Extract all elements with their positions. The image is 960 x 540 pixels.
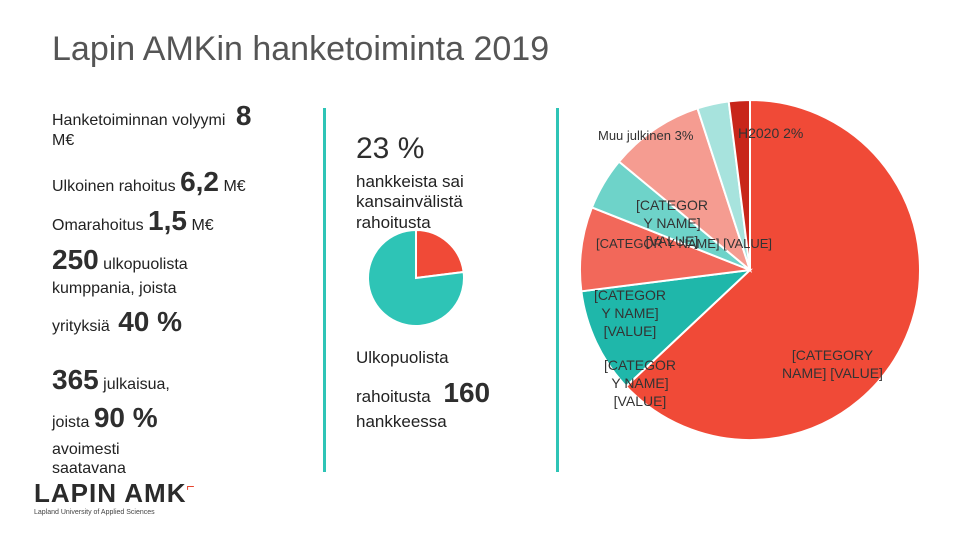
funding-count: 160 <box>443 377 491 408</box>
label-muu-julkinen: Muu julkinen 3% <box>598 128 694 143</box>
intl-pie-slice-0 <box>415 228 465 280</box>
own-funding-stat: Omarahoitus 1,5 M€ <box>52 205 214 237</box>
partners-label-1: ulkopuolista <box>103 256 188 273</box>
logo-name-2: AMK <box>124 478 187 508</box>
own-unit: M€ <box>191 217 214 234</box>
companies-label: yrityksiä <box>52 318 110 335</box>
own-value: 1,5 <box>148 205 187 236</box>
intl-pie-chart <box>367 228 465 327</box>
logo-subtitle: Lapland University of Applied Sciences <box>34 509 155 516</box>
funding-label-3: hankkeessa <box>356 412 447 431</box>
divider-right <box>556 108 559 472</box>
open-publications-stat: joista 90 % <box>52 402 158 434</box>
partners-label-2: kumppania, joista <box>52 280 177 297</box>
companies-stat: yrityksiä 40 % <box>52 306 182 338</box>
intl-pie-slice-1 <box>367 228 465 327</box>
funding-line: rahoitusta 160 <box>356 376 490 410</box>
external-unit: M€ <box>223 178 246 195</box>
partners-stat: 250 ulkopuolista <box>52 244 188 276</box>
publications-value: 365 <box>52 364 99 395</box>
volume-value: 8 <box>235 100 252 131</box>
funding-pie-slice-1 <box>580 268 753 388</box>
open-label: avoimesti saatavana <box>52 440 126 478</box>
funding-pie-slice-6 <box>727 98 751 271</box>
logo-wordmark: LAPIN AMK⌐ <box>34 478 196 509</box>
own-label: Omarahoitus <box>52 217 144 234</box>
funding-label-2: rahoitusta <box>356 387 431 406</box>
intl-percentage: 23 % <box>356 132 425 165</box>
funding-pie-chart <box>579 98 921 441</box>
logo: LAPIN AMK⌐ Lapland University of Applied… <box>34 478 196 516</box>
publications-label: julkaisua, <box>103 376 170 393</box>
partners-value: 250 <box>52 244 99 275</box>
companies-value: 40 % <box>118 306 183 337</box>
label-h2020: H2020 2% <box>738 125 804 141</box>
funding-pie-slice-4 <box>617 107 753 273</box>
external-value: 6,2 <box>180 166 220 197</box>
open-label-2: saatavana <box>52 460 126 478</box>
open-label-1: avoimesti <box>52 441 120 458</box>
label-slice-2: [CATEGOR Y NAME] [VALUE] <box>593 287 667 340</box>
external-label: Ulkoinen rahoitus <box>52 178 176 195</box>
intl-text: hankkeista sai kansainvälistä rahoitusta <box>356 172 464 232</box>
open-prefix: joista <box>52 414 90 431</box>
label-slice-0: [CATEGORY NAME] [VALUE] <box>782 347 883 382</box>
publications-stat: 365 julkaisua, <box>52 364 170 396</box>
volume-unit: M€ <box>52 132 75 150</box>
label-slice-1: [CATEGOR Y NAME] [VALUE] <box>603 357 677 410</box>
label-slice-3: [CATEGOR Y NAME] [VALUE] <box>596 236 773 251</box>
volume-label: Hanketoiminnan volyymi <box>52 112 226 129</box>
logo-name-1: LAPIN <box>34 478 117 508</box>
divider-left <box>323 108 326 472</box>
logo-corner-icon: ⌐ <box>186 478 196 494</box>
label-slice-4: [CATEGOR Y NAME] [VALUE] <box>635 197 709 250</box>
funding-pie-slice-0 <box>624 98 921 441</box>
external-funding-stat: Ulkoinen rahoitus 6,2 M€ <box>52 166 246 198</box>
open-value: 90 % <box>93 402 158 433</box>
page-title: Lapin AMKin hanketoiminta 2019 <box>52 30 550 68</box>
funding-label-1: Ulkopuolista <box>356 348 449 367</box>
volume-stat: Hanketoiminnan volyymi 8 M€ <box>52 100 327 151</box>
